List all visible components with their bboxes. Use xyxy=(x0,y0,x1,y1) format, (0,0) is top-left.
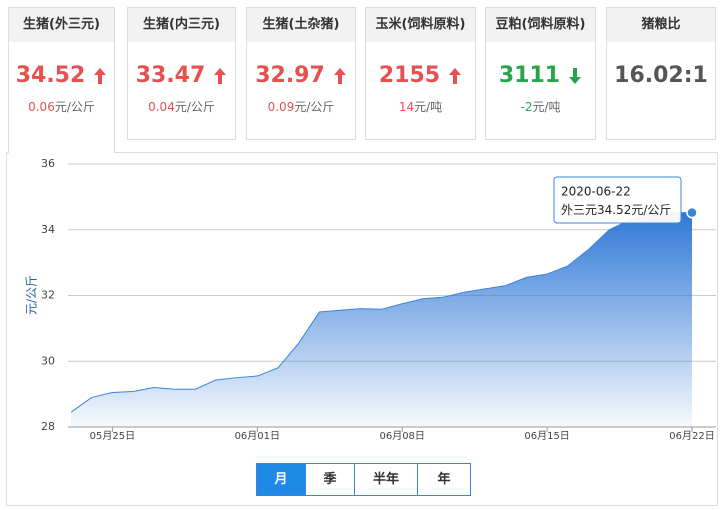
change-unit: 元/吨 xyxy=(414,100,443,114)
y-tick-label: 36 xyxy=(41,157,55,170)
card-price: 3111 xyxy=(498,63,561,88)
card-change: 14元/吨 xyxy=(366,98,475,115)
y-tick-label: 28 xyxy=(41,420,55,433)
card-title: 生猪(内三元) xyxy=(128,8,235,42)
y-tick-label: 32 xyxy=(41,289,55,302)
change-unit: 元/公斤 xyxy=(174,100,215,114)
chart-panel xyxy=(6,152,718,506)
x-tick-label: 06月01日 xyxy=(235,430,280,442)
trend-arrow xyxy=(569,68,582,84)
card-price: 16.02:1 xyxy=(614,63,708,88)
range-tabs: 月季半年年 xyxy=(256,463,471,496)
arrow-shape xyxy=(449,68,462,84)
change-value: 14 xyxy=(398,100,415,114)
tooltip-box xyxy=(553,176,682,224)
card-price: 2155 xyxy=(378,63,441,88)
area-line xyxy=(70,212,692,413)
trend-arrow xyxy=(94,68,107,84)
area-fill xyxy=(71,212,692,427)
change-value: 0.06 xyxy=(28,100,55,114)
y-tick-label: 30 xyxy=(41,354,55,367)
tooltip-unit: 元/公斤 xyxy=(631,203,671,217)
card-price: 32.97 xyxy=(255,63,325,88)
card-value-row: 32.97 xyxy=(247,62,355,90)
arrow-shape xyxy=(214,68,227,84)
x-tick-label: 06月08日 xyxy=(379,430,424,442)
price-card: 猪粮比 16.02:1 xyxy=(606,7,716,140)
change-unit: 元/公斤 xyxy=(294,100,335,114)
trend-arrow xyxy=(449,68,462,84)
y-tick-label: 34 xyxy=(41,223,55,236)
price-card: 生猪(外三元) 34.52 0.06元/公斤 xyxy=(8,7,115,153)
arrow-shape xyxy=(569,68,582,84)
range-tab[interactable]: 月 xyxy=(257,464,305,495)
change-value: 0.09 xyxy=(267,100,295,114)
card-title: 猪粮比 xyxy=(607,8,715,42)
card-title: 豆粕(饲料原料) xyxy=(486,8,595,42)
card-change: 0.04元/公斤 xyxy=(128,98,235,115)
card-change: 0.06元/公斤 xyxy=(9,98,114,115)
highlight-point xyxy=(686,206,698,219)
range-tab[interactable]: 年 xyxy=(417,464,470,495)
x-tick-label: 06月15日 xyxy=(524,430,569,442)
change-unit: 元/公斤 xyxy=(54,100,95,114)
tooltip-date: 2020-06-22 xyxy=(561,185,631,199)
card-value-row: 3111 xyxy=(486,62,595,90)
price-card: 生猪(土杂猪) 32.97 0.09元/公斤 xyxy=(246,7,356,140)
change-unit: 元/吨 xyxy=(532,100,561,114)
card-value-row: 16.02:1 xyxy=(607,62,715,90)
tooltip-value: 外三元34.52元/公斤 xyxy=(561,203,671,217)
card-title: 生猪(土杂猪) xyxy=(247,8,355,42)
arrow-shape xyxy=(94,68,107,84)
card-change: 0.09元/公斤 xyxy=(247,98,355,115)
range-tab[interactable]: 季 xyxy=(305,464,354,495)
price-card: 生猪(内三元) 33.47 0.04元/公斤 xyxy=(127,7,236,140)
range-tab[interactable]: 半年 xyxy=(354,464,417,495)
change-value: -2 xyxy=(520,100,533,114)
card-change: -2元/吨 xyxy=(486,98,595,115)
x-tick-label: 06月22日 xyxy=(669,430,714,442)
card-value-row: 34.52 xyxy=(9,62,114,90)
card-price: 33.47 xyxy=(135,63,206,88)
card-value-row: 2155 xyxy=(366,62,475,90)
card-title: 生猪(外三元) xyxy=(9,8,114,42)
card-price: 34.52 xyxy=(15,63,86,88)
trend-arrow xyxy=(333,68,346,84)
tooltip-series: 外三元 xyxy=(561,203,597,217)
price-card: 豆粕(饲料原料) 3111 -2元/吨 xyxy=(485,7,596,140)
trend-arrow xyxy=(214,68,227,84)
card-title: 玉米(饲料原料) xyxy=(366,8,475,42)
arrow-shape xyxy=(333,68,346,84)
card-value-row: 33.47 xyxy=(128,62,235,90)
tooltip-number: 34.52 xyxy=(597,203,631,217)
price-card: 玉米(饲料原料) 2155 14元/吨 xyxy=(365,7,476,140)
y-axis-label: 元/公斤 xyxy=(25,275,39,315)
x-tick-label: 05月25日 xyxy=(90,430,135,442)
change-value: 0.04 xyxy=(148,100,175,114)
